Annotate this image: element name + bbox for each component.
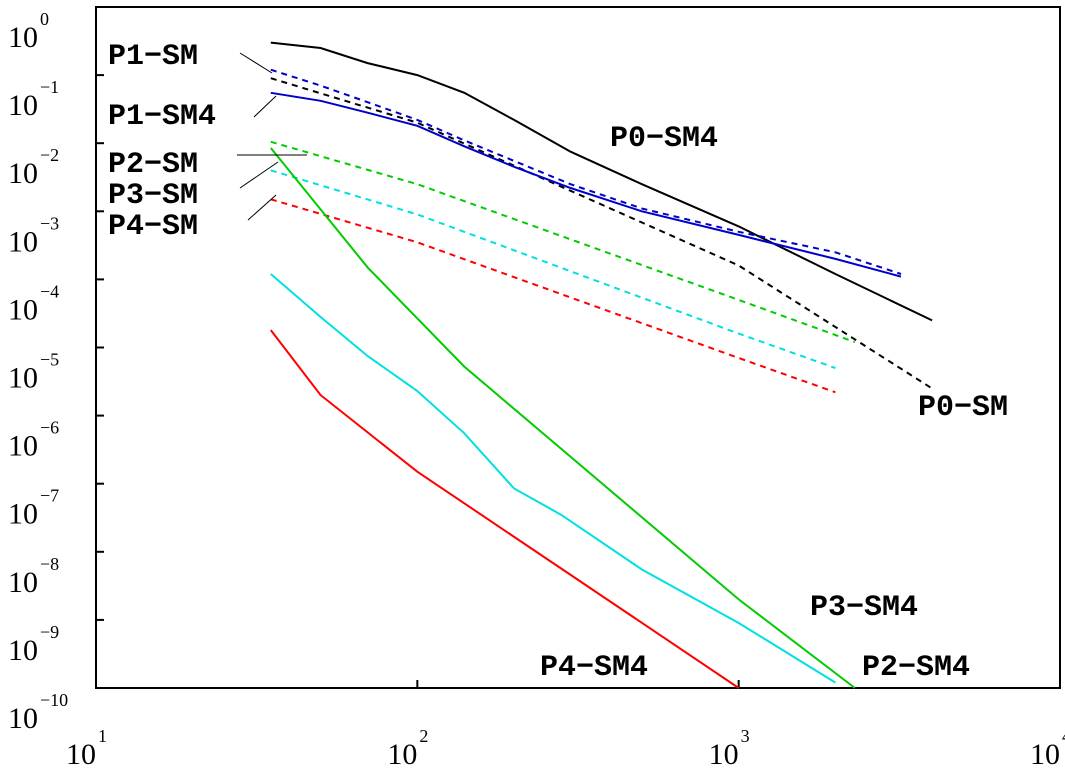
x-tick-label: 104: [1030, 726, 1065, 771]
y-tick-label: 10−8: [8, 554, 59, 599]
label-p4-sm: P4−SM: [108, 210, 198, 244]
series-line-p3-sm: [270, 169, 836, 369]
label-p0-sm4: P0−SM4: [610, 122, 718, 156]
label-p1-sm: P1−SM: [108, 40, 198, 74]
label-p3-sm4: P3−SM4: [810, 591, 918, 625]
series-layer: [270, 41, 933, 689]
label-p1-sm4: P1−SM4: [108, 100, 216, 134]
axis-ticks: 101 102 103 104 100 10−1 10−2 10−3 10−4 10−5 10−6 1…: [8, 6, 1065, 771]
series-line-p3-sm4: [270, 273, 836, 684]
series-line-p0-sm: [270, 77, 933, 390]
plot-frame: [95, 6, 1061, 689]
series-line-p2-sm: [270, 140, 856, 344]
y-tick-label: 10−4: [8, 281, 59, 326]
x-tick-label: 102: [387, 726, 428, 771]
y-tick-label: 10−2: [8, 145, 59, 190]
series-line-p1-sm4: [270, 91, 902, 278]
series-line-p2-sm4: [270, 147, 856, 689]
series-line-p0-sm4: [270, 41, 933, 322]
label-p2-sm4: P2−SM4: [862, 651, 970, 685]
series-line-p4-sm: [270, 198, 836, 394]
label-p4-sm4: P4−SM4: [540, 651, 648, 685]
y-tick-label: 10−5: [8, 350, 59, 395]
x-tick-label: 103: [709, 726, 750, 771]
label-p2-sm: P2−SM: [108, 148, 198, 182]
x-tick-label: 101: [66, 726, 107, 771]
y-tick-label: 10−3: [8, 213, 59, 258]
y-tick-label: 10−6: [8, 418, 59, 463]
leader-p3-sm: [239, 161, 279, 189]
series-line-p1-sm: [270, 68, 902, 275]
label-p3-sm: P3−SM: [108, 179, 198, 213]
leader-p4-sm: [247, 194, 277, 221]
leader-p1-sm: [239, 52, 273, 74]
label-leaders: [237, 52, 307, 221]
label-p0-sm: P0−SM: [918, 391, 1008, 425]
y-tick-label: 10−7: [8, 486, 59, 531]
y-tick-label: 100: [8, 9, 49, 54]
series-line-p4-sm4: [270, 329, 740, 689]
y-tick-label: 10−10: [8, 690, 68, 735]
y-tick-label: 10−9: [8, 622, 59, 667]
y-tick-label: 10−1: [8, 77, 59, 122]
leader-p1-sm4: [253, 95, 277, 118]
